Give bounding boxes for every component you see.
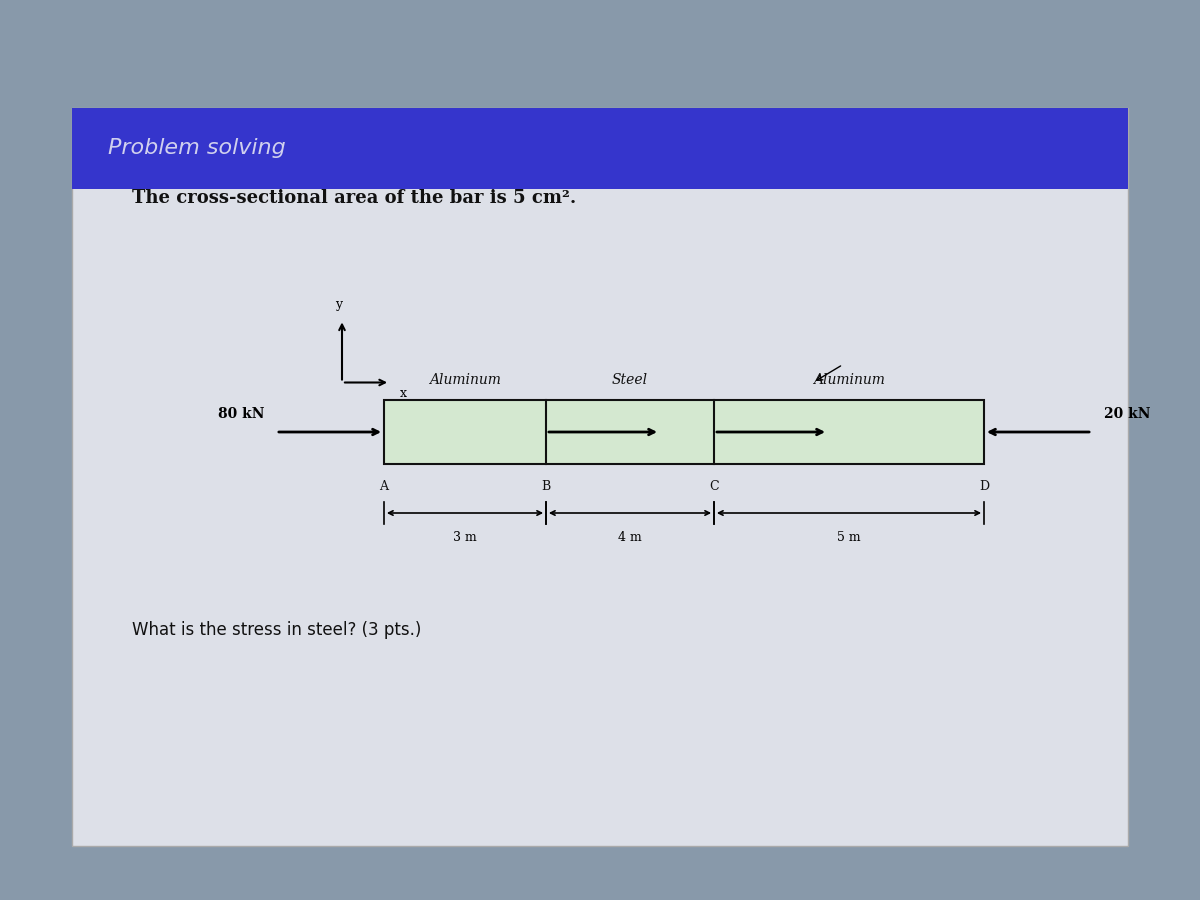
Text: x: x bbox=[400, 387, 407, 400]
FancyBboxPatch shape bbox=[72, 108, 1128, 846]
Text: y: y bbox=[335, 298, 342, 310]
Text: B: B bbox=[541, 480, 551, 492]
Text: 70 kN: 70 kN bbox=[749, 407, 794, 421]
Text: The cross-sectional area of the bar is 5 cm².: The cross-sectional area of the bar is 5… bbox=[132, 189, 576, 207]
Text: Problem solving: Problem solving bbox=[108, 139, 286, 158]
Text: A: A bbox=[379, 480, 389, 492]
Text: 4 m: 4 m bbox=[618, 531, 642, 544]
Text: What is the stress in steel? (3 pts.): What is the stress in steel? (3 pts.) bbox=[132, 621, 421, 639]
Text: 5 m: 5 m bbox=[838, 531, 860, 544]
Text: Aluminum: Aluminum bbox=[814, 373, 884, 387]
Text: 80 kN: 80 kN bbox=[217, 407, 264, 421]
Text: C: C bbox=[709, 480, 719, 492]
Text: Aluminum: Aluminum bbox=[430, 373, 500, 387]
Text: 3 m: 3 m bbox=[454, 531, 476, 544]
Text: D: D bbox=[979, 480, 989, 492]
Text: 20 kN: 20 kN bbox=[1104, 407, 1151, 421]
FancyBboxPatch shape bbox=[384, 400, 984, 464]
FancyBboxPatch shape bbox=[72, 108, 1128, 189]
Text: Steel: Steel bbox=[612, 373, 648, 387]
Text: 30 kN: 30 kN bbox=[581, 407, 626, 421]
